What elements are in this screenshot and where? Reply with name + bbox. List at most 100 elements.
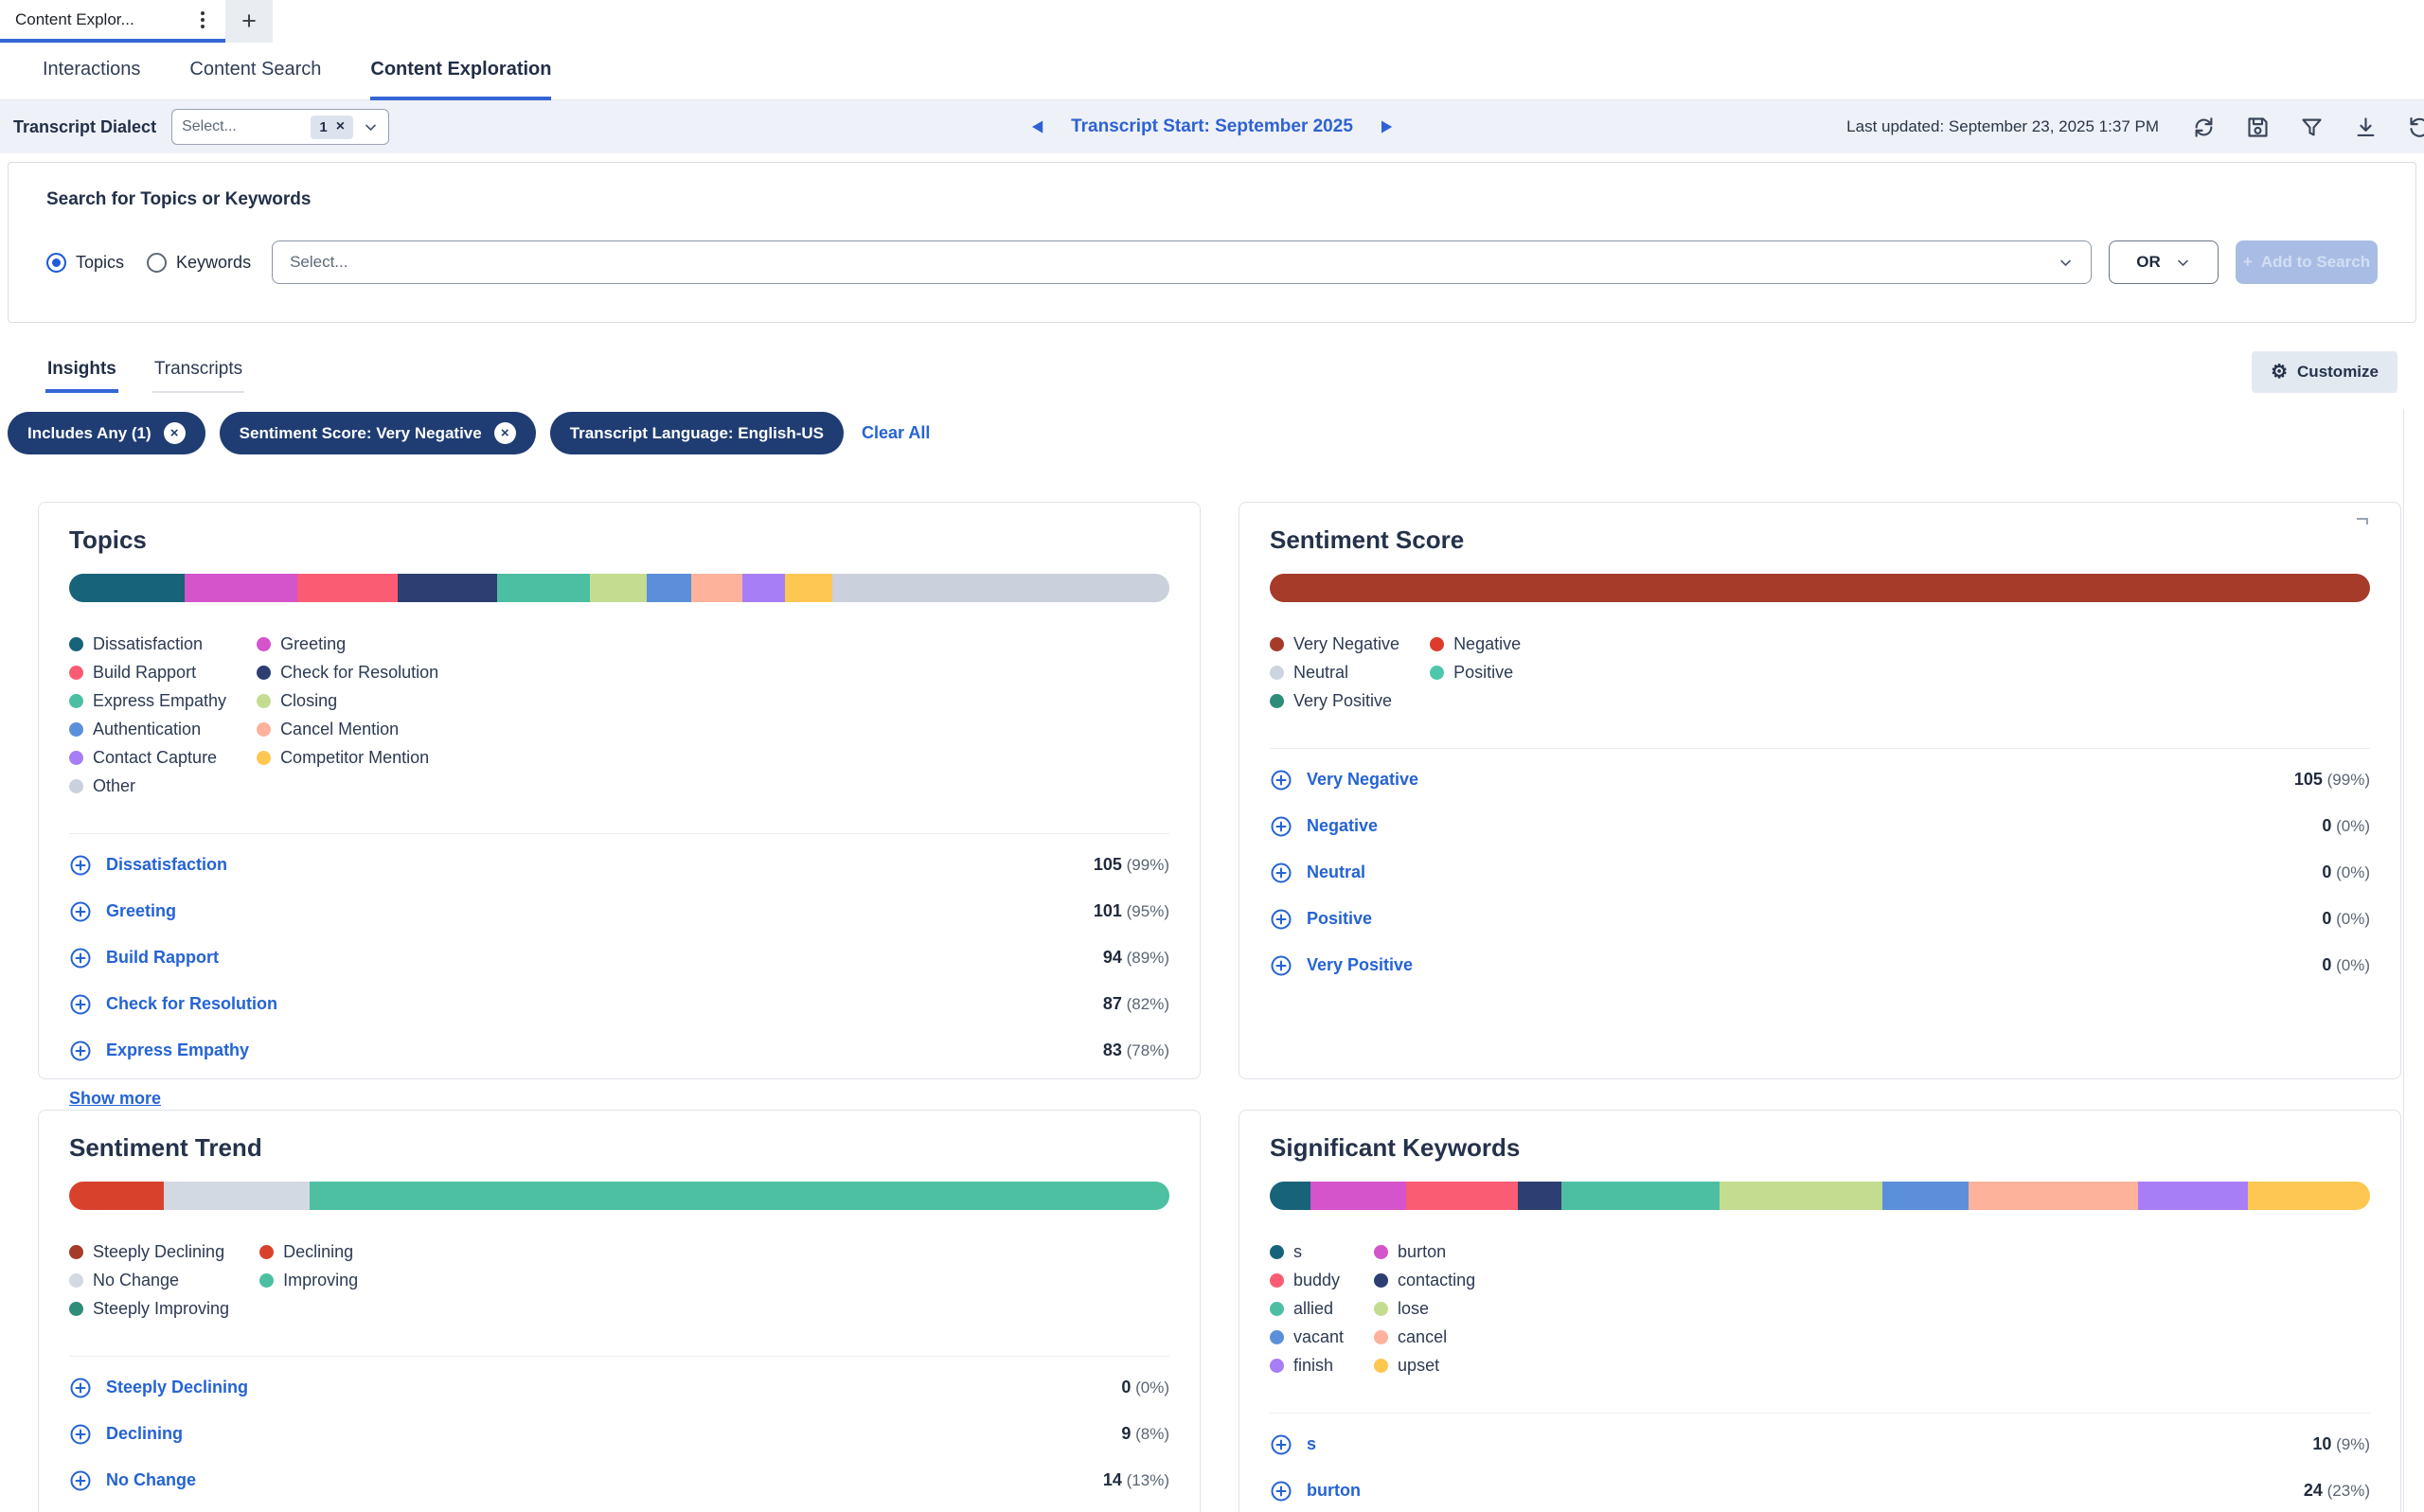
bar-segment-other[interactable] (832, 574, 1169, 602)
add-plus-icon[interactable] (1270, 1480, 1292, 1503)
add-plus-icon[interactable] (69, 1377, 92, 1399)
metric-link-very-negative[interactable]: Very Negative (1307, 770, 1419, 789)
legend-dot-icon (69, 779, 83, 793)
search-type-radio-group: Topics Keywords (46, 252, 251, 273)
last-updated-text: Last updated: September 23, 2025 1:37 PM (1846, 117, 2159, 135)
card-title: Topics (69, 525, 147, 554)
tab-insights[interactable]: Insights (45, 359, 118, 393)
add-plus-icon[interactable] (69, 947, 92, 969)
clear-all-link[interactable]: Clear All (861, 423, 931, 442)
add-to-search-button[interactable]: + Add to Search (2236, 240, 2378, 284)
bar-segment-declining[interactable] (69, 1182, 164, 1210)
bar-segment-dissatisfaction[interactable] (69, 574, 186, 602)
close-icon[interactable]: × (163, 422, 186, 444)
metric-link-very-positive[interactable]: Very Positive (1307, 955, 1414, 974)
bar-segment-closing[interactable] (589, 574, 648, 602)
legend-label: Closing (280, 691, 338, 710)
bar-segment-express-empathy[interactable] (497, 574, 590, 602)
next-period-icon[interactable] (1380, 119, 1394, 134)
add-plus-icon[interactable] (69, 854, 92, 877)
bar-segment-cancel-mention[interactable] (690, 574, 743, 602)
bar-segment-contact-capture[interactable] (742, 574, 786, 602)
tab-content-search[interactable]: Content Search (189, 59, 322, 80)
metric-link-s[interactable]: s (1307, 1434, 1317, 1453)
bar-segment-finish[interactable] (2138, 1182, 2249, 1210)
add-plus-icon[interactable] (69, 993, 92, 1016)
download-icon[interactable] (2353, 115, 2379, 140)
bar-segment-very-negative[interactable] (1270, 574, 2370, 602)
add-plus-icon[interactable] (1270, 954, 1292, 977)
bar-segment-contacting[interactable] (1518, 1182, 1561, 1210)
radio-keywords-dot[interactable] (147, 252, 168, 273)
bar-segment-lose[interactable] (1719, 1182, 1882, 1210)
bar-segment-check-for-resolution[interactable] (398, 574, 498, 602)
metric-row-very-positive: Very Positive 0 (0%) (1270, 942, 2370, 988)
bar-segment-vacant[interactable] (1881, 1182, 1970, 1210)
bar-segment-allied[interactable] (1560, 1182, 1720, 1210)
bar-segment-greeting[interactable] (185, 574, 297, 602)
metric-link-dissatisfaction[interactable]: Dissatisfaction (106, 855, 228, 874)
metric-count: 0 (2322, 816, 2332, 835)
customize-button[interactable]: ⚙ Customize (2252, 351, 2397, 393)
save-icon[interactable] (2245, 115, 2271, 140)
topic-select[interactable]: Select... (272, 240, 2092, 284)
metric-link-build-rapport[interactable]: Build Rapport (106, 948, 219, 967)
bar-segment-buddy[interactable] (1405, 1182, 1519, 1210)
add-plus-icon[interactable] (1270, 1433, 1292, 1456)
show-more-link[interactable]: Show more (69, 1089, 162, 1108)
bar-segment-upset[interactable] (2248, 1182, 2370, 1210)
metric-link-positive[interactable]: Positive (1307, 909, 1373, 928)
metric-link-no-change[interactable]: No Change (106, 1470, 197, 1489)
bar-segment-cancel[interactable] (1969, 1182, 2139, 1210)
filter-chip-transcript-language[interactable]: Transcript Language: English-US (549, 412, 844, 454)
filter-chip-includes-any[interactable]: Includes Any (1) × (8, 412, 205, 454)
tab-interactions[interactable]: Interactions (43, 59, 141, 80)
bar-segment-s[interactable] (1270, 1182, 1310, 1210)
radio-topics-dot[interactable] (46, 252, 66, 273)
add-plus-icon[interactable] (69, 1040, 92, 1062)
metric-link-steeply-declining[interactable]: Steeply Declining (106, 1378, 249, 1396)
transcript-dialect-select[interactable]: Select... 1 × (171, 109, 390, 145)
metric-link-greeting[interactable]: Greeting (106, 901, 177, 920)
tab-content-exploration[interactable]: Content Exploration (370, 43, 552, 100)
add-plus-icon[interactable] (1270, 769, 1292, 792)
metric-link-express-empathy[interactable]: Express Empathy (106, 1041, 250, 1059)
metric-link-declining[interactable]: Declining (106, 1424, 184, 1443)
bar-segment-burton[interactable] (1310, 1182, 1406, 1210)
metric-link-check-for-resolution[interactable]: Check for Resolution (106, 994, 278, 1013)
legend-item-steeply-improving: Steeply Improving (69, 1299, 229, 1319)
dialect-clear-icon[interactable]: × (335, 118, 346, 134)
period-label[interactable]: Transcript Start: September 2025 (1071, 116, 1353, 136)
legend-label: Declining (283, 1242, 354, 1261)
operator-select[interactable]: OR (2109, 240, 2219, 284)
add-plus-icon[interactable] (69, 1423, 92, 1446)
add-plus-icon[interactable] (69, 1469, 92, 1492)
metric-link-neutral[interactable]: Neutral (1307, 863, 1366, 881)
add-plus-icon[interactable] (1270, 815, 1292, 838)
tab-transcripts[interactable]: Transcripts (152, 359, 245, 393)
new-tab-button[interactable]: + (225, 0, 273, 43)
refresh-icon[interactable] (2191, 115, 2217, 140)
bar-segment-no-change[interactable] (163, 1182, 311, 1210)
previous-period-icon[interactable] (1030, 119, 1044, 134)
add-plus-icon[interactable] (1270, 908, 1292, 931)
bar-segment-competitor-mention[interactable] (785, 574, 833, 602)
metric-value: 10 (9%) (2312, 1434, 2370, 1454)
metric-link-burton[interactable]: burton (1307, 1481, 1361, 1500)
bar-segment-improving[interactable] (310, 1182, 1169, 1210)
add-plus-icon[interactable] (1270, 862, 1292, 884)
radio-topics[interactable]: Topics (46, 252, 124, 273)
browser-tab-content-exploration[interactable]: Content Explor... (0, 0, 225, 43)
add-plus-icon[interactable] (69, 900, 92, 923)
radio-keywords[interactable]: Keywords (147, 252, 251, 273)
tab-options-kebab-icon[interactable] (195, 9, 210, 30)
filter-chip-sentiment-score[interactable]: Sentiment Score: Very Negative × (219, 412, 536, 454)
gear-icon: ⚙ (2271, 362, 2289, 382)
close-icon[interactable]: × (493, 422, 516, 444)
bar-segment-authentication[interactable] (647, 574, 691, 602)
bar-segment-build-rapport[interactable] (296, 574, 399, 602)
filter-icon[interactable] (2299, 115, 2325, 140)
legend-label: upset (1398, 1356, 1440, 1375)
undo-icon[interactable] (2407, 115, 2424, 140)
metric-link-negative[interactable]: Negative (1307, 816, 1379, 835)
